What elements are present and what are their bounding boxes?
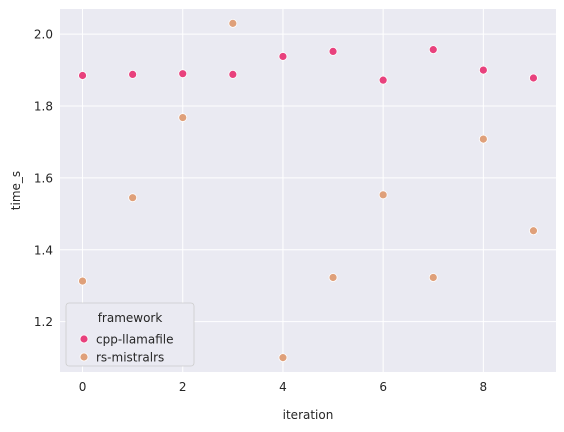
legend-title: framework (98, 311, 163, 325)
point-cpp-llamafile (78, 71, 87, 80)
y-tick-label: 1.2 (34, 315, 53, 329)
y-tick-labels: 1.2 1.4 1.6 1.8 2.0 (34, 28, 53, 330)
y-tick-label: 1.4 (34, 243, 53, 257)
grid-lines (60, 9, 556, 372)
point-rs-mistralrs (328, 273, 338, 282)
x-tick-labels: 0 2 4 6 8 (79, 380, 487, 394)
y-tick-label: 1.6 (34, 171, 53, 185)
point-cpp-llamafile (128, 70, 138, 79)
legend: framework cpp-llamafile rs-mistralrs (65, 302, 195, 367)
legend-box (65, 302, 195, 367)
point-rs-mistralrs (378, 190, 388, 200)
x-tick-label: 2 (179, 380, 187, 394)
x-tick-label: 4 (279, 380, 287, 394)
point-cpp-llamafile (228, 70, 238, 79)
point-cpp-llamafile (529, 73, 538, 83)
point-rs-mistralrs (228, 18, 238, 28)
point-rs-mistralrs (529, 226, 538, 236)
legend-marker-rs-mistralrs (79, 352, 89, 362)
point-rs-mistralrs (78, 276, 87, 286)
point-cpp-llamafile (378, 75, 388, 85)
point-rs-mistralrs (128, 193, 138, 203)
x-tick-label: 6 (379, 380, 387, 394)
legend-label-cpp-llamafile: cpp-llamafile (96, 333, 174, 347)
point-cpp-llamafile (328, 47, 338, 56)
y-tick-label: 1.8 (34, 100, 53, 114)
legend-marker-cpp-llamafile (79, 334, 89, 344)
point-rs-mistralrs (428, 273, 438, 282)
point-rs-mistralrs (478, 134, 488, 144)
point-cpp-llamafile (428, 45, 438, 55)
x-axis-label: iteration (283, 408, 334, 422)
data-points (78, 18, 538, 363)
x-tick-label: 8 (480, 380, 488, 394)
x-tick-label: 0 (79, 380, 87, 394)
point-rs-mistralrs (178, 113, 188, 122)
point-rs-mistralrs (278, 353, 288, 363)
legend-label-rs-mistralrs: rs-mistralrs (96, 351, 164, 365)
y-axis-label: time_s (9, 171, 23, 210)
point-cpp-llamafile (278, 52, 288, 61)
point-cpp-llamafile (178, 69, 188, 79)
y-tick-label: 2.0 (34, 28, 53, 42)
point-cpp-llamafile (478, 65, 488, 75)
